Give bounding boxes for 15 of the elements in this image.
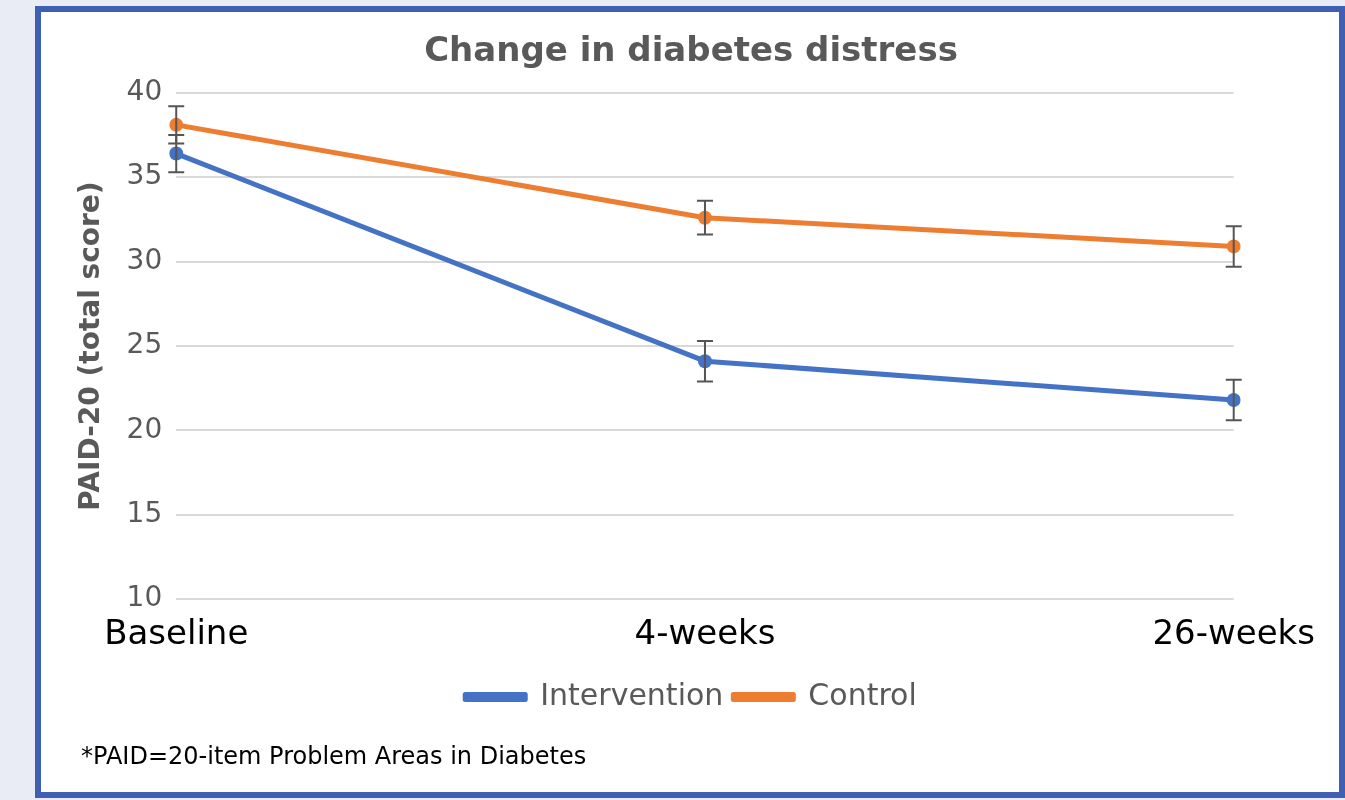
y-tick-label: 15 [126,496,163,530]
y-tick-label: 10 [126,580,163,614]
x-tick-label: 26-weeks [1152,612,1316,653]
legend-label: Control [808,676,917,712]
chart-title: Change in diabetes distress [424,29,958,70]
y-tick-label: 20 [126,411,163,445]
y-tick-label: 30 [126,242,163,276]
y-tick-label: 40 [126,74,163,108]
text: *PAID=20-item Problem Areas in Diabetes [81,742,587,770]
y-axis-title: PAID-20 (total score) [73,181,107,511]
legend-label: Intervention [540,676,724,712]
y-tick-label: 35 [126,158,163,192]
x-tick-label: Baseline [104,612,249,653]
y-tick-label: 25 [126,327,163,361]
x-tick-label: 4-weeks [634,612,776,653]
